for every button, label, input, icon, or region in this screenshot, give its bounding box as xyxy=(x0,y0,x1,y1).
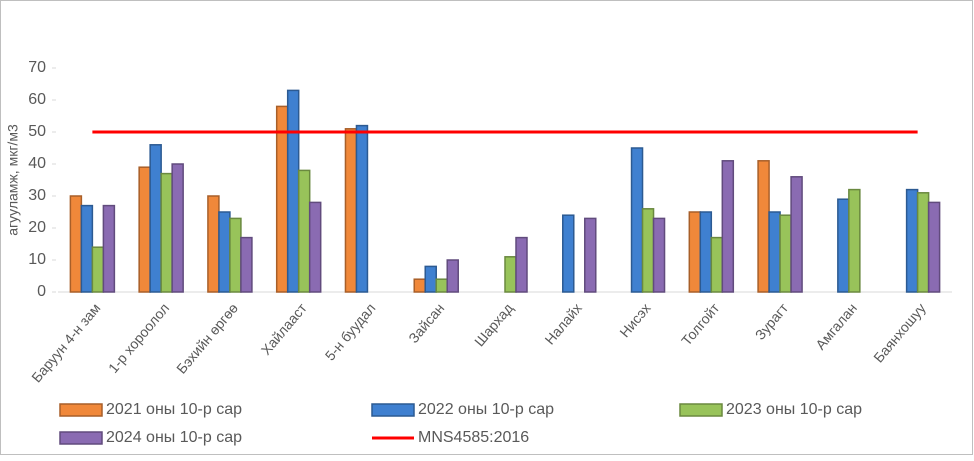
bar xyxy=(171,163,184,293)
legend-swatch xyxy=(679,403,723,417)
bar xyxy=(562,214,575,293)
bar xyxy=(344,128,358,293)
bar xyxy=(584,217,597,293)
bar xyxy=(138,166,151,293)
legend-swatch xyxy=(59,431,103,445)
bar xyxy=(652,217,666,293)
legend-label: MNS4585:2016 xyxy=(418,429,529,446)
bar xyxy=(699,211,713,293)
y-tick-label: 40 xyxy=(28,155,46,172)
y-tick-label: 0 xyxy=(37,283,46,300)
bar xyxy=(848,188,861,293)
legend-swatch xyxy=(59,403,103,417)
bar xyxy=(721,160,735,293)
bar xyxy=(927,201,941,293)
bar xyxy=(790,176,803,293)
bar xyxy=(710,236,724,293)
bar xyxy=(218,211,231,293)
y-tick-label: 50 xyxy=(28,123,46,140)
bar xyxy=(641,208,655,293)
bar xyxy=(286,89,300,293)
bar xyxy=(446,259,459,293)
bar xyxy=(916,192,930,293)
bar xyxy=(240,236,253,293)
bar xyxy=(149,144,162,293)
legend-label: 2024 оны 10-р сар xyxy=(106,429,242,446)
bar xyxy=(229,217,242,293)
bar xyxy=(837,198,850,293)
legend-label: 2023 оны 10-р сар xyxy=(726,401,862,418)
bar xyxy=(102,204,116,293)
bar xyxy=(297,169,311,293)
bar xyxy=(768,211,781,293)
y-tick-label: 30 xyxy=(28,187,46,204)
legend-swatch xyxy=(371,403,415,417)
y-axis-title: агууламж, мкг/м3 xyxy=(5,124,21,236)
bar xyxy=(69,195,83,293)
bar xyxy=(688,211,702,293)
bar xyxy=(80,204,94,293)
bar xyxy=(308,201,322,293)
bar xyxy=(424,265,437,293)
y-tick-label: 60 xyxy=(28,91,46,108)
bar xyxy=(207,195,220,293)
bar xyxy=(91,246,105,293)
bar xyxy=(413,278,426,293)
bar xyxy=(504,256,517,293)
bar xyxy=(435,278,448,293)
bar xyxy=(630,147,644,293)
y-tick-label: 20 xyxy=(28,219,46,236)
bar xyxy=(757,160,770,293)
bar xyxy=(515,236,528,293)
legend-label: 2021 оны 10-р сар xyxy=(106,401,242,418)
bar xyxy=(779,214,792,293)
bar xyxy=(355,124,369,293)
legend-label: 2022 оны 10-р сар xyxy=(418,401,554,418)
bar xyxy=(905,188,919,293)
bar xyxy=(275,105,289,293)
bar xyxy=(160,172,173,293)
y-tick-label: 70 xyxy=(28,59,46,76)
y-tick-label: 10 xyxy=(28,251,46,268)
